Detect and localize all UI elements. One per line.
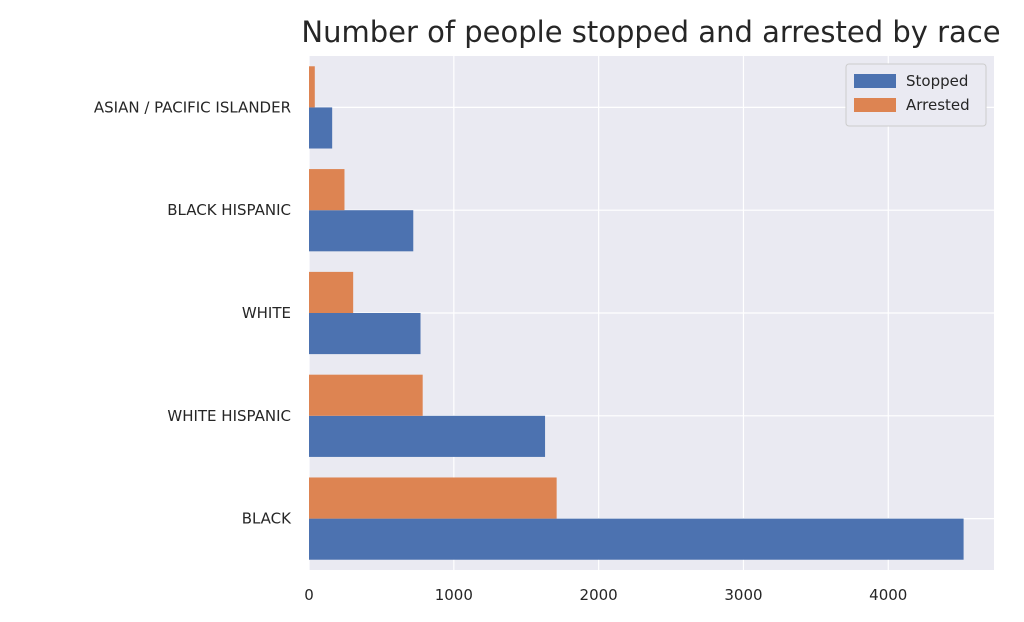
legend: Stopped Arrested xyxy=(845,63,987,127)
bar-stopped-black xyxy=(309,518,964,560)
bar-arrested-black xyxy=(309,477,557,519)
bar-stopped-white-hispanic xyxy=(309,415,546,457)
y-tick-label: BLACK xyxy=(242,510,292,528)
bar-arrested-white xyxy=(309,271,354,313)
y-tick-label: BLACK HISPANIC xyxy=(167,201,291,219)
y-tick-label: ASIAN / PACIFIC ISLANDER xyxy=(94,98,291,116)
y-tick-labels: BLACK WHITE HISPANIC WHITE BLACK HISPANIC AS… xyxy=(94,98,292,527)
bar-stopped-white xyxy=(309,313,421,355)
y-tick-label: WHITE xyxy=(242,304,291,322)
bar-stopped-black-hispanic xyxy=(309,210,414,252)
bar-arrested-black-hispanic xyxy=(309,169,345,211)
legend-swatch xyxy=(854,74,896,88)
legend-swatch xyxy=(854,98,896,112)
x-tick-label: 0 xyxy=(304,586,314,604)
chart-title: Number of people stopped and arrested by… xyxy=(301,15,1000,49)
bar-arrested-asian-pacific-islander xyxy=(309,66,315,108)
x-tick-labels: 0 1000 2000 3000 4000 xyxy=(304,586,907,604)
x-tick-label: 4000 xyxy=(869,586,907,604)
bar-arrested-white-hispanic xyxy=(309,374,423,416)
y-tick-label: WHITE HISPANIC xyxy=(167,407,291,425)
bar-stopped-asian-pacific-islander xyxy=(309,107,333,149)
x-tick-label: 1000 xyxy=(435,586,473,604)
bars xyxy=(309,66,964,560)
legend-label: Stopped xyxy=(906,72,968,90)
x-tick-label: 2000 xyxy=(580,586,618,604)
legend-label: Arrested xyxy=(906,96,970,114)
x-tick-label: 3000 xyxy=(724,586,762,604)
